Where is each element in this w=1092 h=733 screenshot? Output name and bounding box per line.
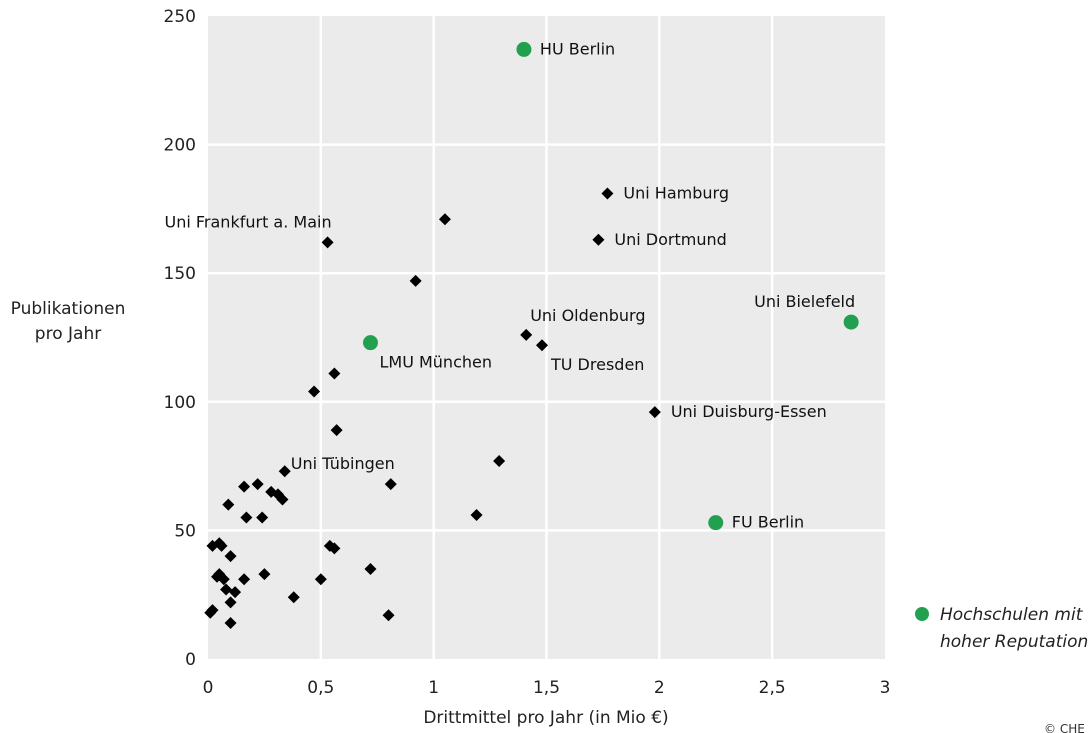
point-label: HU Berlin — [540, 39, 615, 58]
data-point-diamond — [258, 568, 271, 581]
y-axis-title-line-2: pro Jahr — [35, 324, 101, 344]
data-point-diamond — [240, 511, 253, 524]
point-label: Uni Bielefeld — [754, 292, 855, 311]
data-point-diamond — [328, 542, 341, 555]
y-tick-label: 50 — [174, 521, 196, 541]
data-point-diamond — [238, 573, 251, 586]
data-point-diamond — [648, 406, 661, 419]
data-point-diamond — [601, 187, 614, 200]
data-point-diamond — [256, 511, 269, 524]
data-point-diamond — [204, 606, 217, 619]
data-point-diamond — [314, 573, 327, 586]
point-label: Uni Oldenburg — [530, 306, 645, 325]
data-point-diamond — [217, 573, 230, 586]
point-label: Uni Duisburg-Essen — [671, 402, 827, 421]
data-point-diamond — [592, 233, 605, 246]
y-axis-title-line-1: Publikationen — [11, 299, 126, 319]
data-point-diamond — [224, 616, 237, 629]
data-point-diamond — [224, 596, 237, 609]
data-point-diamond — [229, 586, 242, 599]
point-label: Uni Dortmund — [614, 230, 726, 249]
x-axis-tick-labels: 0 0,5 1 1,5 2 2,5 3 — [203, 678, 891, 698]
copyright-text: © CHE — [1044, 722, 1085, 733]
data-point-diamond — [222, 498, 235, 511]
legend-text-line-2: hoher Reputation — [940, 632, 1088, 652]
data-point-diamond — [328, 367, 341, 380]
data-points — [204, 41, 859, 629]
x-axis-title: Drittmittel pro Jahr (in Mio €) — [423, 708, 668, 728]
point-label: Uni Hamburg — [623, 183, 729, 202]
data-point-diamond — [470, 508, 483, 521]
data-point-diamond — [308, 385, 321, 398]
data-point-diamond — [224, 550, 237, 563]
data-point-diamond — [278, 465, 291, 478]
point-label: Uni Frankfurt a. Main — [165, 212, 332, 231]
data-point-circle — [843, 314, 859, 330]
x-tick-label: 1 — [428, 678, 439, 698]
data-point-diamond — [220, 583, 233, 596]
x-tick-label: 2 — [654, 678, 665, 698]
legend-marker — [915, 607, 929, 621]
data-point-diamond — [409, 274, 422, 287]
y-tick-label: 100 — [164, 393, 196, 413]
data-point-circle — [708, 515, 724, 531]
data-point-diamond — [215, 539, 228, 552]
data-point-diamond — [276, 493, 289, 506]
data-point-diamond — [382, 609, 395, 622]
y-tick-label: 200 — [164, 136, 196, 156]
data-point-diamond — [384, 478, 397, 491]
data-point-diamond — [330, 424, 343, 437]
point-label: LMU München — [379, 353, 492, 372]
data-point-diamond — [364, 562, 377, 575]
x-tick-label: 0 — [203, 678, 214, 698]
point-label: Uni Tübingen — [291, 454, 395, 473]
data-point-diamond — [251, 478, 264, 491]
data-point-diamond — [520, 328, 533, 341]
y-tick-label: 0 — [185, 650, 196, 670]
x-tick-label: 0,5 — [307, 678, 334, 698]
point-label: TU Dresden — [550, 355, 644, 374]
point-label: FU Berlin — [732, 513, 804, 532]
y-tick-label: 150 — [164, 264, 196, 284]
data-point-circle — [362, 335, 378, 351]
point-labels: HU Berlin Uni Bielefeld LMU München FU Berl… — [165, 39, 856, 531]
y-axis-tick-labels: 0 50 100 150 200 250 — [164, 7, 196, 670]
data-point-diamond — [438, 213, 451, 226]
legend: Hochschulen mit hoher Reputation — [915, 605, 1088, 652]
x-tick-label: 1,5 — [533, 678, 560, 698]
data-point-diamond — [238, 480, 251, 493]
data-point-diamond — [287, 591, 300, 604]
data-point-diamond — [535, 339, 548, 352]
grid-lines — [208, 16, 885, 659]
legend-text-line-1: Hochschulen mit — [940, 605, 1084, 625]
y-tick-label: 250 — [164, 7, 196, 27]
x-tick-label: 2,5 — [759, 678, 786, 698]
x-tick-label: 3 — [880, 678, 891, 698]
data-point-circle — [516, 41, 532, 57]
data-point-diamond — [321, 236, 334, 249]
data-point-diamond — [493, 454, 506, 467]
